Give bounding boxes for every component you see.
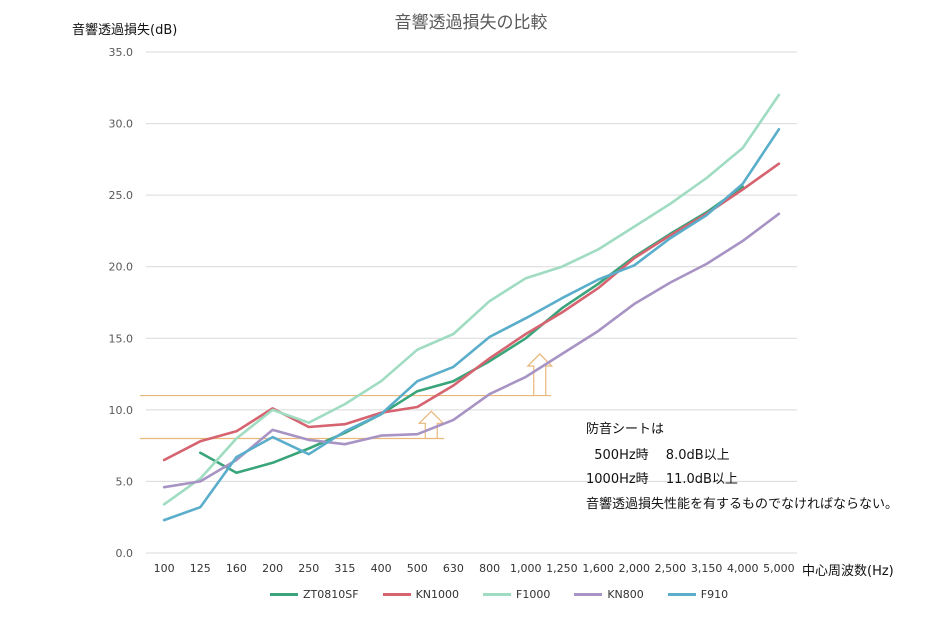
note-line-1: 防音シートは — [586, 422, 665, 437]
grid-lines — [146, 51, 797, 554]
legend-label: F910 — [700, 588, 729, 601]
series-line-f910 — [162, 128, 781, 522]
reference-arrow-0 — [417, 410, 445, 439]
x-tick-label: 1,000 — [510, 562, 542, 575]
x-tick-label: 800 — [479, 562, 500, 575]
y-tick-label: 20.0 — [109, 261, 134, 274]
note-line-4: 音響透過損失性能を有するものでなければならない。 — [586, 497, 899, 512]
legend-item-kn1000: KN1000 — [382, 588, 459, 601]
note-line-2: 500Hz時 8.0dB以上 — [586, 448, 730, 463]
reference-annotations — [140, 353, 554, 440]
reference-arrow-1 — [526, 353, 554, 396]
y-tick-label: 5.0 — [116, 475, 134, 488]
legend-label: KN800 — [607, 588, 644, 601]
y-tick-label: 0.0 — [116, 547, 134, 560]
x-axis-label: 中心周波数(Hz) — [802, 564, 894, 579]
x-tick-label: 2,000 — [619, 562, 651, 575]
x-tick-label: 100 — [154, 562, 175, 575]
x-tick-label: 500 — [407, 562, 428, 575]
legend: ZT0810SF KN1000 F1000 KN800 F910 — [270, 588, 752, 601]
x-tick-label: 200 — [262, 562, 283, 575]
y-tick-label: 15.0 — [109, 332, 134, 345]
x-tick-label: 160 — [226, 562, 247, 575]
x-tick-label: 630 — [443, 562, 464, 575]
x-tick-label: 3,150 — [691, 562, 723, 575]
legend-label: KN1000 — [415, 588, 459, 601]
x-tick-labels: 100 125 160 200 250 315 400 500 630 800 1,000 1,250… — [154, 562, 795, 575]
note-line-3: 1000Hz時 11.0dB以上 — [586, 472, 738, 487]
legend-label: ZT0810SF — [303, 588, 359, 601]
legend-swatch — [483, 593, 511, 596]
y-tick-label: 35.0 — [109, 46, 134, 59]
x-tick-label: 250 — [298, 562, 319, 575]
x-tick-label: 400 — [371, 562, 392, 575]
legend-swatch — [667, 593, 696, 596]
y-tick-label: 30.0 — [109, 118, 134, 131]
y-tick-labels: 0.0 5.0 10.0 15.0 20.0 25.0 30.0 35.0 — [109, 46, 134, 560]
y-axis-label: 音響透過損失(dB) — [72, 23, 178, 38]
legend-item-f910: F910 — [667, 588, 729, 601]
x-tick-label: 4,000 — [727, 562, 759, 575]
legend-swatch — [382, 593, 411, 596]
x-tick-label: 125 — [190, 562, 211, 575]
legend-swatch — [574, 593, 603, 596]
chart-title: 音響透過損失の比較 — [394, 13, 548, 33]
y-tick-label: 25.0 — [109, 189, 134, 202]
x-tick-label: 315 — [334, 562, 355, 575]
x-tick-label: 5,000 — [763, 562, 795, 575]
legend-item-f1000: F1000 — [483, 588, 550, 601]
legend-item-zt0810sf: ZT0810SF — [270, 588, 359, 601]
legend-item-kn800: KN800 — [574, 588, 644, 601]
x-tick-label: 1,600 — [582, 562, 614, 575]
series-line-kn1000 — [162, 162, 781, 462]
y-tick-label: 10.0 — [109, 404, 134, 417]
series-line-f1000 — [162, 93, 781, 506]
x-tick-label: 2,500 — [655, 562, 687, 575]
x-tick-label: 1,250 — [546, 562, 578, 575]
legend-label: F1000 — [516, 588, 551, 601]
series-line-kn800 — [162, 212, 781, 489]
legend-swatch — [270, 593, 298, 596]
series-lines — [162, 93, 781, 522]
